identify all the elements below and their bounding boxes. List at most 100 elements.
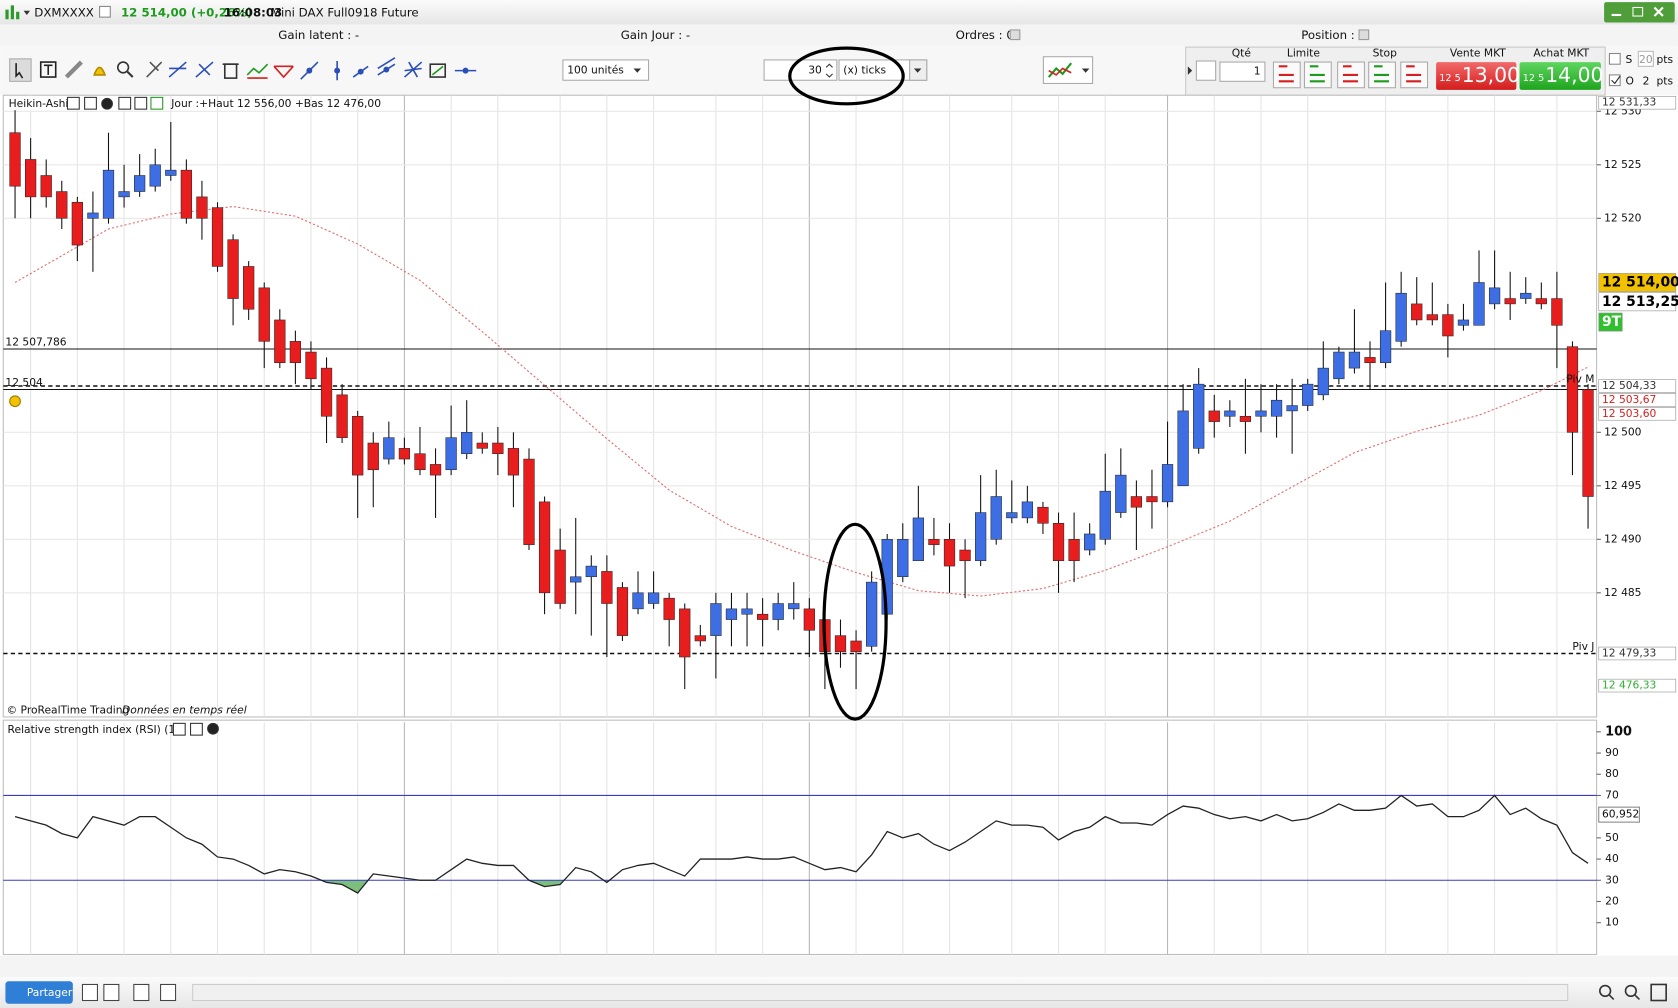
order-panel: Qté 1 Limite Stop Vente MKT Achat MKT 12…	[1185, 47, 1674, 96]
highlight-ellipse	[788, 46, 905, 106]
settings-button[interactable]	[1195, 60, 1217, 81]
level-label: 12 504	[5, 376, 43, 389]
candle-body	[258, 287, 270, 342]
rsi-tick-label: 20	[1605, 894, 1619, 907]
ticks-spinner[interactable]: 30	[763, 59, 838, 81]
account-bar	[0, 24, 1678, 47]
price-label-box	[1598, 407, 1677, 421]
price-label-box	[1598, 379, 1677, 393]
candle-body	[445, 437, 457, 471]
price-tick-label: 12 520	[1604, 211, 1642, 224]
ticks-unit-dropdown[interactable]: (x) ticks	[838, 59, 928, 81]
gain-jour: Gain Jour : -	[621, 28, 690, 42]
price-label: 12 513,25	[1602, 294, 1678, 310]
qty-value: 1	[1254, 65, 1261, 78]
candle-body	[990, 496, 1002, 540]
price-label: 12 476,33	[1602, 679, 1656, 692]
candle-body	[694, 635, 706, 642]
price-label-box	[1598, 312, 1623, 332]
candle-body	[102, 169, 115, 219]
ask-price: 14,00	[1545, 63, 1603, 87]
sell-label: Vente MKT	[1450, 47, 1506, 60]
buy-label: Achat MKT	[1533, 47, 1589, 60]
s-points[interactable]	[1637, 50, 1654, 67]
candle-body	[1099, 490, 1111, 540]
s-checkbox[interactable]	[1608, 52, 1621, 65]
candle-body	[9, 132, 21, 187]
candle-body	[866, 581, 878, 647]
bid-prefix: 12 5	[1439, 73, 1460, 84]
o-checkbox[interactable]	[1608, 74, 1621, 87]
symbol-button[interactable]	[99, 5, 111, 18]
candle-body	[1177, 410, 1189, 487]
symbol-dropdown[interactable]	[23, 10, 31, 15]
price-label: 12 514,00	[1602, 274, 1678, 290]
title-bar	[0, 0, 1678, 25]
units-dropdown[interactable]: 100 unités	[562, 59, 650, 81]
price-tick-label: 12 495	[1604, 479, 1641, 492]
window-buttons[interactable]	[1604, 2, 1675, 23]
candle-body	[1084, 533, 1096, 551]
level-label: Piv M	[1566, 373, 1594, 386]
candle-body	[928, 539, 940, 545]
qty-input[interactable]	[1219, 61, 1266, 82]
candle-body	[850, 640, 862, 652]
price-chart-title: Heikin-Ashi	[9, 97, 69, 110]
candle-body	[679, 608, 691, 658]
scrollbar[interactable]	[192, 983, 1569, 1002]
candle-body	[429, 464, 442, 476]
price-label-box	[1598, 646, 1677, 661]
rsi-panel-buttons[interactable]	[172, 722, 219, 736]
candle-body	[40, 175, 52, 198]
level-label: 12 507,786	[5, 336, 66, 349]
position: Position : 0	[1301, 28, 1366, 42]
candle-body	[180, 169, 192, 219]
alert-bell[interactable]	[9, 395, 21, 408]
price-panel-buttons[interactable]	[66, 96, 164, 110]
order-type-buttons[interactable]	[1272, 61, 1429, 89]
candle-body	[492, 442, 504, 454]
candle-body	[1021, 501, 1033, 519]
candle-body	[912, 517, 924, 561]
highlight-ellipse	[822, 522, 888, 721]
candle-body	[367, 442, 379, 471]
s-label: S	[1625, 53, 1632, 66]
candle-body	[56, 191, 68, 219]
rsi-tick-label: 100	[1605, 724, 1632, 739]
candle-body	[1442, 314, 1454, 337]
price-tick-label: 12 485	[1604, 586, 1641, 599]
chart-type-button[interactable]	[1042, 56, 1094, 84]
candle-body	[1208, 410, 1220, 422]
candle-body	[632, 592, 644, 610]
candle-body	[647, 592, 660, 604]
price-label: 12 503,67	[1602, 393, 1656, 406]
position-close[interactable]	[1358, 29, 1370, 41]
candle-body	[975, 512, 987, 561]
candle-body	[227, 239, 239, 299]
candle-body	[1146, 496, 1158, 503]
orders-close[interactable]	[1009, 29, 1021, 41]
o-points-value: 2	[1643, 74, 1650, 87]
price-label-box	[1598, 273, 1677, 292]
candle-body	[1037, 506, 1049, 524]
sell-button[interactable]: 12 5 13,00	[1436, 62, 1520, 90]
bottom-tools[interactable]	[81, 983, 177, 1002]
level-label: Piv J	[1572, 640, 1594, 653]
last-price: 12 514,00 (+0,26%)	[121, 5, 252, 19]
candle-body	[149, 164, 161, 187]
buy-button[interactable]: 12 5 14,00	[1519, 62, 1604, 90]
candle-body	[305, 351, 317, 380]
rsi-tick-label: 90	[1605, 746, 1619, 759]
svg-text:Partager: Partager	[27, 986, 73, 999]
drawing-tools[interactable]	[9, 57, 477, 82]
rsi-tick-label: 70	[1605, 788, 1619, 801]
rsi-line	[14, 794, 1589, 894]
charts: 12:0312:0912:1512:2312:3212:3812:4512:53…	[3, 95, 1678, 972]
instrument-name: Mini DAX Full0918 Future	[271, 5, 419, 19]
price-label: 12 479,33	[1602, 646, 1656, 659]
zoom-buttons[interactable]	[1599, 983, 1667, 1002]
candle-body	[1348, 351, 1361, 369]
share-button[interactable]: Partager	[5, 981, 73, 1004]
